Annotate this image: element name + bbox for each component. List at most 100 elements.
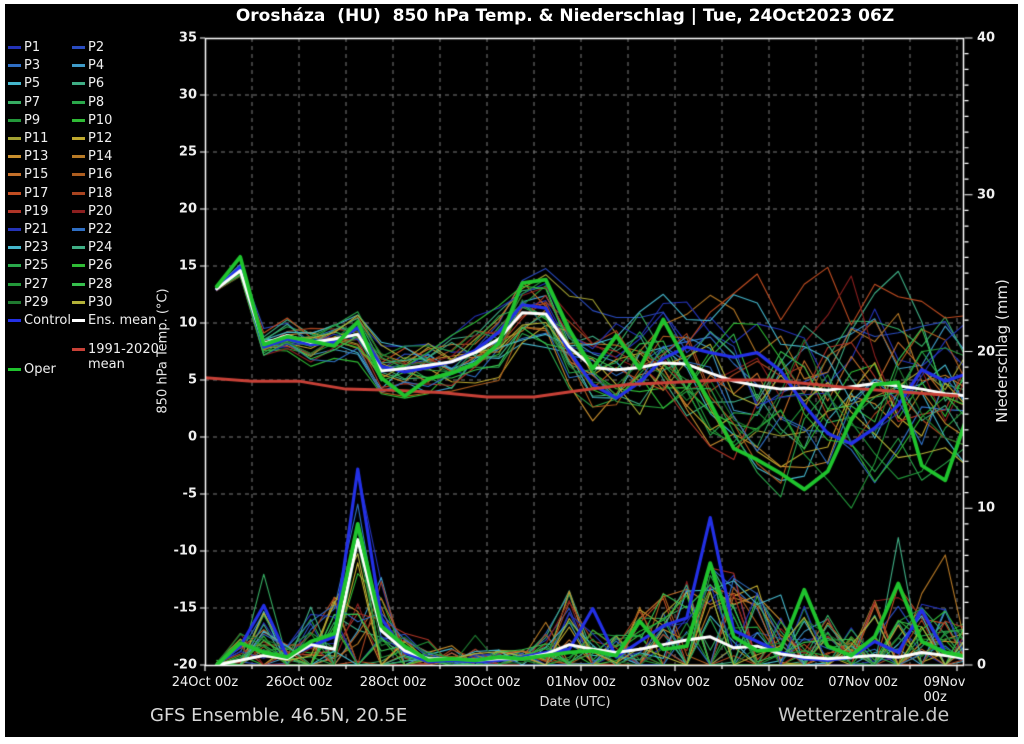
legend-swatch (72, 64, 85, 68)
legend-label: P18 (88, 185, 113, 201)
legend-swatch (72, 173, 85, 177)
precip-tick-40: 40 (977, 30, 996, 46)
legend-swatch (8, 173, 21, 177)
temp-tick-35: 35 (178, 30, 197, 46)
legend-label: P23 (24, 240, 49, 256)
date-tick-3: 30Oct 00z (453, 675, 521, 690)
legend-label: P26 (88, 258, 113, 274)
legend-label: P19 (24, 203, 49, 219)
date-tick-1: 26Oct 00z (265, 675, 333, 690)
legend-swatch (72, 100, 85, 104)
chart-title: Orosháza (HU) 850 hPa Temp. & Niederschl… (235, 6, 895, 26)
legend-swatch (72, 209, 85, 213)
legend-label: P25 (24, 258, 49, 274)
legend-label: P6 (88, 76, 105, 92)
y-axis-label-precipitation: Niederschlag (mm) (993, 279, 1011, 423)
date-tick-6: 05Nov 00z (734, 675, 804, 690)
legend-label: P20 (88, 203, 113, 219)
legend-label: P27 (24, 276, 49, 292)
legend-swatch (72, 82, 85, 86)
legend-label: Ens. mean (88, 313, 157, 328)
legend-label: Control (24, 313, 71, 328)
legend-label: P28 (88, 276, 113, 292)
legend-swatch (8, 100, 21, 104)
temp-tick-30: 30 (178, 87, 197, 103)
legend-swatch (8, 228, 21, 231)
legend-swatch (72, 155, 85, 159)
legend-swatch (8, 82, 21, 86)
legend-label: P29 (24, 294, 49, 310)
legend-swatch (8, 64, 21, 68)
legend-swatch (8, 46, 21, 49)
legend-swatch (8, 300, 21, 304)
temp-tick-0: 0 (187, 429, 197, 445)
temp-tick-10: 10 (178, 315, 197, 331)
legend-swatch (72, 118, 85, 122)
legend-label: P1 (24, 40, 41, 55)
legend-swatch (8, 209, 21, 213)
legend-label: P11 (24, 131, 49, 146)
legend-swatch (72, 46, 85, 49)
legend-label: P4 (88, 58, 105, 74)
legend-label: P22 (88, 222, 113, 237)
legend-label: P10 (88, 112, 113, 128)
legend-swatch (8, 282, 21, 286)
x-axis-label: Date (UTC) (539, 695, 611, 710)
model-location-caption: GFS Ensemble, 46.5N, 20.5E (150, 705, 408, 726)
watermark-wetterzentrale: Wetterzentrale.de (778, 704, 950, 726)
legend-label: 1991-2020 mean (88, 342, 159, 373)
temp-tick--5: -5 (182, 486, 197, 502)
legend-label: P7 (24, 94, 41, 110)
legend-swatch (8, 319, 21, 322)
legend-label: P3 (24, 58, 41, 74)
temp-tick--10: -10 (173, 543, 198, 559)
date-tick-8: 09Nov 00z (923, 675, 966, 705)
legend-label: P13 (24, 149, 49, 165)
legend-label: P17 (24, 185, 49, 201)
legend-swatch (72, 228, 85, 231)
precip-tick-20: 20 (977, 344, 996, 359)
precip-tick-10: 10 (977, 500, 996, 516)
legend-swatch (72, 282, 85, 286)
legend-label: P24 (88, 240, 113, 256)
date-tick-4: 01Nov 00z (546, 675, 616, 690)
legend-swatch (8, 191, 21, 195)
legend-swatch (72, 319, 85, 322)
temp-tick-15: 15 (178, 258, 197, 274)
legend-swatch (8, 246, 21, 250)
legend-swatch (8, 137, 21, 140)
legend-swatch (72, 137, 85, 140)
temp-tick-20: 20 (178, 201, 197, 217)
legend-label: P21 (24, 222, 49, 237)
legend-label: P15 (24, 167, 49, 183)
legend-label: Oper (24, 362, 56, 378)
legend-label: P2 (88, 40, 105, 55)
date-tick-7: 07Nov 00z (828, 675, 898, 690)
legend-swatch (8, 264, 21, 268)
legend-swatch (8, 118, 21, 122)
legend-label: P14 (88, 149, 113, 165)
legend-swatch (72, 300, 85, 304)
legend-label: P12 (88, 131, 113, 146)
legend-label: P9 (24, 112, 41, 128)
legend-swatch (8, 155, 21, 159)
legend-label: P16 (88, 167, 113, 183)
legend-label: P8 (88, 94, 105, 110)
temp-tick-5: 5 (187, 372, 197, 388)
date-tick-2: 28Oct 00z (359, 675, 427, 690)
legend-swatch (72, 348, 85, 352)
precip-tick-30: 30 (977, 187, 996, 203)
temp-tick--15: -15 (173, 600, 198, 616)
date-tick-0: 24Oct 00z (171, 675, 239, 690)
legend-swatch (8, 368, 21, 372)
date-tick-5: 03Nov 00z (640, 675, 710, 690)
temp-tick--20: -20 (173, 657, 198, 673)
temp-tick-25: 25 (178, 144, 197, 160)
legend-swatch (72, 246, 85, 250)
legend-label: P30 (88, 294, 113, 310)
legend-label: P5 (24, 76, 41, 92)
legend-swatch (72, 264, 85, 268)
legend-swatch (72, 191, 85, 195)
